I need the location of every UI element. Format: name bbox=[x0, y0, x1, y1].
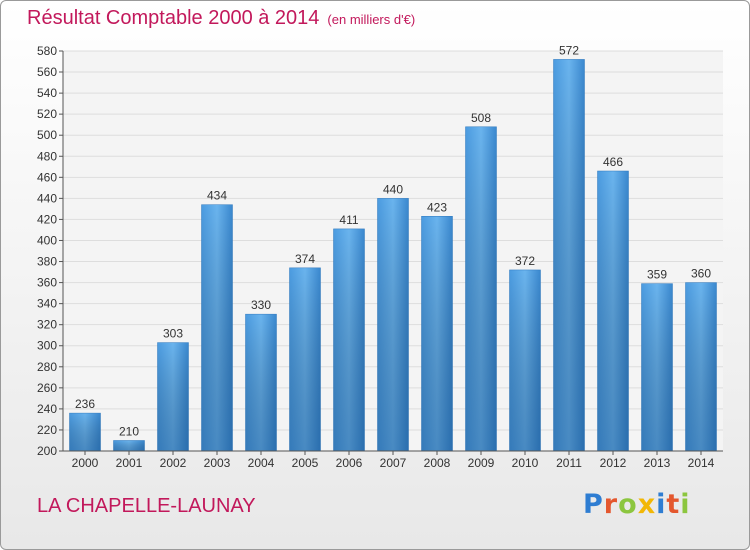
data-label: 434 bbox=[207, 189, 227, 203]
y-tick-label: 420 bbox=[37, 212, 57, 226]
logo-letter: t bbox=[666, 489, 681, 520]
bar-shade-2011 bbox=[553, 59, 585, 451]
y-tick-label: 500 bbox=[37, 128, 57, 142]
x-tick-label: 2002 bbox=[160, 456, 187, 470]
x-tick-label: 2010 bbox=[512, 456, 539, 470]
y-tick-label: 440 bbox=[37, 191, 57, 205]
y-tick-label: 520 bbox=[37, 107, 57, 121]
bar-shade-2006 bbox=[333, 228, 365, 451]
x-tick-label: 2001 bbox=[116, 456, 143, 470]
y-tick-label: 380 bbox=[37, 255, 57, 269]
y-tick-label: 200 bbox=[37, 444, 57, 458]
y-tick-label: 360 bbox=[37, 276, 57, 290]
x-tick-label: 2003 bbox=[204, 456, 231, 470]
data-label: 210 bbox=[119, 424, 139, 438]
x-tick-label: 2000 bbox=[72, 456, 99, 470]
chart-title: Résultat Comptable 2000 à 2014 (en millie… bbox=[27, 7, 416, 29]
y-tick-label: 540 bbox=[37, 86, 57, 100]
bar-shade-2000 bbox=[69, 413, 101, 451]
x-tick-label: 2011 bbox=[556, 456, 582, 470]
y-tick-label: 220 bbox=[37, 423, 57, 437]
commune-name: LA CHAPELLE-LAUNAY bbox=[37, 495, 256, 517]
y-tick-label: 560 bbox=[37, 65, 57, 79]
x-tick-label: 2012 bbox=[600, 456, 627, 470]
chart-unit-note: (en milliers d'€) bbox=[327, 12, 416, 27]
data-label: 508 bbox=[471, 111, 491, 125]
bar-shade-2003 bbox=[201, 204, 233, 451]
data-label: 330 bbox=[251, 298, 271, 312]
data-label: 423 bbox=[427, 200, 447, 214]
y-tick-label: 480 bbox=[37, 149, 57, 163]
bar-shade-2004 bbox=[245, 314, 277, 451]
x-tick-label: 2009 bbox=[468, 456, 495, 470]
x-tick-label: 2006 bbox=[336, 456, 363, 470]
x-tick-label: 2004 bbox=[248, 456, 275, 470]
logo-letter: i bbox=[680, 489, 691, 520]
x-tick-label: 2008 bbox=[424, 456, 451, 470]
data-label: 572 bbox=[559, 43, 579, 57]
y-tick-label: 280 bbox=[37, 360, 57, 374]
proxiti-logo: Proxiti bbox=[583, 489, 691, 520]
y-tick-label: 340 bbox=[37, 297, 57, 311]
data-label: 372 bbox=[515, 254, 535, 268]
y-tick-label: 300 bbox=[37, 339, 57, 353]
bar-shade-2007 bbox=[377, 198, 409, 451]
bar-shade-2008 bbox=[421, 216, 453, 451]
y-tick-label: 240 bbox=[37, 402, 57, 416]
y-tick-label: 400 bbox=[37, 233, 57, 247]
bar-shade-2005 bbox=[289, 267, 321, 451]
y-tick-label: 580 bbox=[37, 44, 57, 58]
logo-letter: P bbox=[583, 489, 604, 520]
bar-shade-2002 bbox=[157, 342, 189, 451]
data-label: 359 bbox=[647, 268, 667, 282]
y-tick-label: 260 bbox=[37, 381, 57, 395]
logo-letter: x bbox=[637, 489, 657, 520]
bar-shade-2009 bbox=[465, 126, 497, 451]
data-label: 303 bbox=[163, 327, 183, 341]
data-label: 466 bbox=[603, 155, 623, 169]
bar-shade-2014 bbox=[685, 282, 717, 451]
data-label: 440 bbox=[383, 182, 403, 196]
x-tick-label: 2007 bbox=[380, 456, 407, 470]
data-label: 411 bbox=[339, 213, 358, 227]
bar-shade-2013 bbox=[641, 283, 673, 451]
data-label: 236 bbox=[75, 397, 95, 411]
x-tick-label: 2014 bbox=[688, 456, 715, 470]
data-label: 360 bbox=[691, 267, 711, 281]
logo-letter: i bbox=[656, 489, 667, 520]
logo-letter: o bbox=[618, 489, 638, 520]
data-label: 374 bbox=[295, 252, 315, 266]
bar-shade-2010 bbox=[509, 269, 541, 451]
bar-shade-2012 bbox=[597, 171, 629, 451]
logo-letter: r bbox=[603, 489, 619, 520]
x-tick-label: 2005 bbox=[292, 456, 319, 470]
bar-shade-2001 bbox=[113, 440, 145, 451]
x-tick-label: 2013 bbox=[644, 456, 671, 470]
y-tick-label: 320 bbox=[37, 318, 57, 332]
y-tick-label: 460 bbox=[37, 170, 57, 184]
